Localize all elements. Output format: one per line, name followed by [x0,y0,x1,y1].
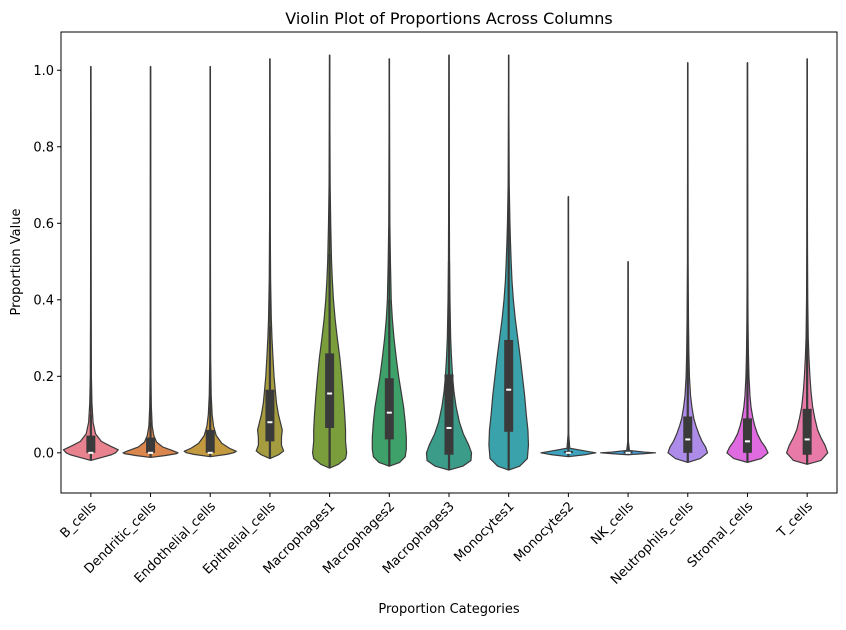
x-axis-label: Proportion Categories [378,602,520,617]
y-tick-label: 0.2 [33,370,54,385]
violin-median [446,426,452,429]
violin-median [565,451,571,454]
violin-iqr-box [683,416,693,453]
x-tick-label: NK_cells [588,499,637,548]
violin-median [804,438,810,441]
violin-iqr-box [504,339,514,432]
violin-median [625,451,631,454]
violin-iqr-box [802,408,812,455]
x-tick-label: B_cells [58,499,100,541]
violin-median [506,388,512,391]
violin-median [207,451,213,454]
violin-median [148,451,154,454]
violin-median [327,392,333,395]
y-tick-label: 0.0 [33,446,54,461]
violin-iqr-box [265,389,275,442]
violin-median [744,440,750,443]
violin-median [267,421,273,424]
x-tick-label: T_cells [774,499,816,541]
chart-title: Violin Plot of Proportions Across Column… [285,9,613,28]
violin-median [685,438,691,441]
y-tick-label: 0.4 [33,293,54,308]
x-tick-label: Monocytes1 [452,499,518,565]
y-tick-label: 1.0 [33,64,54,79]
violin-iqr-box [444,374,454,455]
x-axis: B_cellsDendritic_cellsEndothelial_cellsE… [58,493,816,588]
violin-iqr-box [325,353,335,428]
violins-group [62,54,829,471]
violin-median [386,411,392,414]
y-axis-label: Proportion Value [9,209,24,316]
y-tick-label: 0.6 [33,217,54,232]
violin-median [88,451,94,454]
y-tick-label: 0.8 [33,140,54,155]
violin-iqr-box [86,435,96,453]
violin-iqr-box [146,437,156,453]
x-tick-label: Monocytes2 [511,499,577,565]
violin-iqr-box [205,429,215,453]
violin-iqr-box [742,418,752,453]
y-axis: 0.0 0.2 0.4 0.6 0.8 1.0 [33,64,61,461]
violin-iqr-box [384,378,394,440]
